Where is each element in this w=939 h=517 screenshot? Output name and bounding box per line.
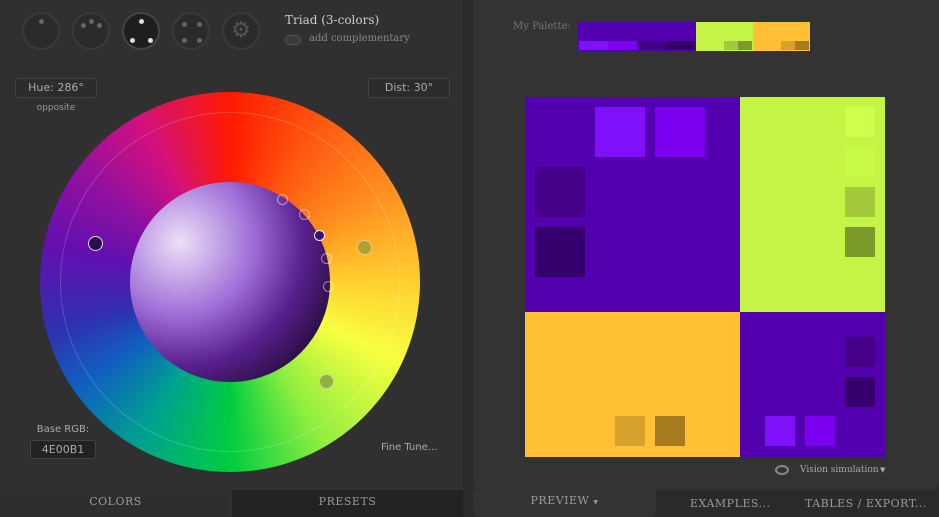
adjacent-scheme-dial-icon[interactable] bbox=[72, 12, 110, 50]
preview-shade bbox=[845, 187, 875, 217]
tab-tables-export[interactable]: TABLES / EXPORT... bbox=[805, 497, 927, 510]
preview-tab-label: PREVIEW bbox=[530, 494, 590, 507]
tab-examples[interactable]: EXAMPLES... bbox=[690, 497, 771, 510]
palette-shade bbox=[781, 41, 795, 50]
preview-shade bbox=[615, 416, 645, 446]
palette-shade bbox=[724, 41, 738, 50]
preview-shade bbox=[845, 337, 875, 367]
preview-shade bbox=[845, 107, 875, 137]
mono-scheme-dial-icon[interactable] bbox=[22, 12, 60, 50]
complementary-label: add complementary bbox=[309, 33, 410, 44]
base-rgb-label: Base RGB: bbox=[36, 424, 90, 435]
shade-marker[interactable] bbox=[277, 194, 288, 205]
preview-shade bbox=[765, 416, 795, 446]
shade-marker[interactable] bbox=[299, 209, 310, 220]
tab-presets[interactable]: PRESETS bbox=[232, 490, 463, 517]
tetrad-scheme-dial-icon[interactable] bbox=[172, 12, 210, 50]
palette-shade bbox=[795, 41, 809, 50]
chevron-down-icon: ▼ bbox=[880, 466, 886, 474]
palette-shade bbox=[738, 41, 752, 50]
primary-hue-handle[interactable] bbox=[88, 236, 103, 251]
distance-field[interactable]: Dist: 30° bbox=[368, 78, 450, 98]
preview-shade bbox=[535, 167, 585, 217]
palette-label: My Palette: bbox=[513, 21, 571, 32]
eye-icon bbox=[775, 465, 789, 475]
palette-shade bbox=[637, 41, 666, 50]
palette-shade bbox=[608, 41, 637, 50]
hue-field[interactable]: Hue: 286° bbox=[15, 78, 97, 98]
preview-shade bbox=[845, 227, 875, 257]
opposite-link[interactable]: opposite bbox=[36, 103, 76, 113]
complementary-toggle[interactable] bbox=[285, 35, 301, 45]
palette-shade bbox=[666, 41, 695, 50]
freestyle-gear-icon[interactable]: ⚙ bbox=[222, 12, 260, 50]
scheme-title: Triad (3-colors) bbox=[285, 13, 380, 27]
preview-shade bbox=[655, 107, 705, 157]
fine-tune-link[interactable]: Fine Tune... bbox=[381, 442, 438, 453]
chevron-down-icon: ▼ bbox=[593, 499, 599, 506]
shade-marker[interactable] bbox=[314, 230, 325, 241]
shade-marker[interactable] bbox=[321, 253, 332, 264]
preview-panel: My Palette: Vision simulation ▼ bbox=[473, 0, 939, 490]
preview-secondary-block bbox=[740, 97, 885, 312]
preview-shade bbox=[805, 416, 835, 446]
tab-colors[interactable]: COLORS bbox=[0, 490, 231, 517]
base-rgb-input[interactable]: 4E00B1 bbox=[30, 440, 96, 459]
saturation-brightness-disc[interactable] bbox=[130, 182, 330, 382]
tab-preview[interactable]: PREVIEW ▼ bbox=[473, 490, 656, 517]
tertiary-hue-handle[interactable] bbox=[319, 374, 334, 389]
preview-tertiary-block bbox=[525, 312, 740, 457]
shade-marker[interactable] bbox=[323, 281, 334, 292]
preview-primary-block bbox=[525, 97, 740, 312]
wheel-guide-ring bbox=[60, 112, 400, 452]
preview-shade bbox=[845, 377, 875, 407]
color-wheel-panel: ⚙ Triad (3-colors) add complementary Hue… bbox=[0, 0, 463, 517]
vision-simulation-dropdown[interactable]: Vision simulation bbox=[800, 465, 879, 475]
secondary-hue-handle[interactable] bbox=[357, 240, 372, 255]
triad-scheme-dial-icon[interactable] bbox=[122, 12, 160, 50]
palette-shade bbox=[579, 41, 608, 50]
preview-shade bbox=[535, 227, 585, 277]
preview-shade bbox=[845, 147, 875, 177]
preview-primary-block-2 bbox=[740, 312, 885, 457]
preview-shade bbox=[595, 107, 645, 157]
preview-shade bbox=[655, 416, 685, 446]
